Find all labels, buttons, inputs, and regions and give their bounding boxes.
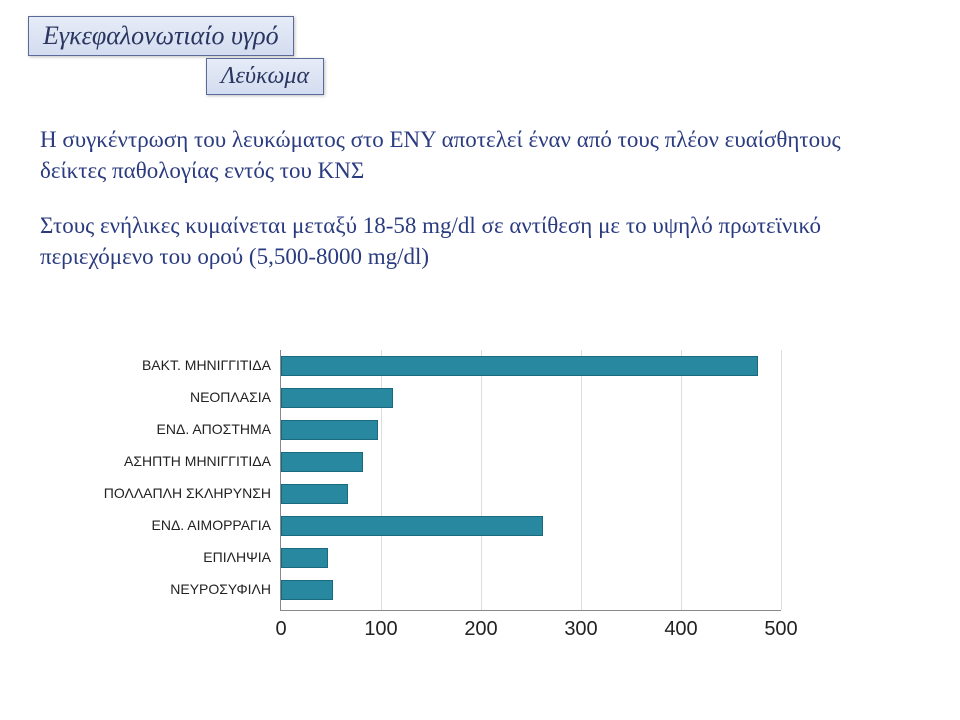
y-category-label: ΝΕΥΡΟΣΥΦΙΛΗ [170,581,271,597]
gridline [781,350,782,610]
x-tick-label: 200 [464,618,497,641]
bar [281,452,363,472]
paragraph-2-text: Στους ενήλικες κυμαίνεται μεταξύ 18-58 m… [40,213,821,269]
y-category-label: ΕΝΔ. ΑΙΜΟΡΡΑΓΙΑ [152,517,272,533]
y-category-label: ΕΝΔ. ΑΠΟΣΤΗΜΑ [157,421,271,437]
y-category-label: ΒΑΚΤ. ΜΗΝΙΓΓΙΤΙΔΑ [142,357,271,373]
slide: Εγκεφαλονωτιαίο υγρό Λεύκωμα Η συγκέντρω… [0,0,960,720]
title-sub-text: Λεύκωμα [221,63,309,89]
bar [281,516,543,536]
title-box-main: Εγκεφαλονωτιαίο υγρό [28,16,294,56]
bar [281,548,328,568]
protein-chart: 0 100 200 300 400 500 ΒΑΚΤ. ΜΗΝΙΓΓΙΤΙΔΑ ΝΕΟΠΛΑΣ… [80,340,800,690]
bar [281,388,393,408]
bar [281,356,758,376]
y-category-label: ΕΠΙΛΗΨΙΑ [203,549,271,565]
y-category-label: ΠΟΛΛΑΠΛΗ ΣΚΛΗΡΥΝΣΗ [104,485,271,501]
chart-plot-area: 0100200300400500ΒΑΚΤ. ΜΗΝΙΓΓΙΤΙΔΑΝΕΟΠΛΑΣ… [280,350,781,611]
gridline [681,350,682,610]
gridline [581,350,582,610]
bar [281,484,348,504]
y-category-label: ΝΕΟΠΛΑΣΙΑ [190,389,271,405]
title-box-sub: Λεύκωμα [206,58,324,95]
gridline [481,350,482,610]
paragraph-1: Η συγκέντρωση του λευκώματος στο ΕΝΥ απο… [40,124,910,186]
bar [281,420,378,440]
y-category-label: ΑΣΗΠΤΗ ΜΗΝΙΓΓΙΤΙΔΑ [124,453,271,469]
x-tick-label: 100 [364,618,397,641]
x-tick-label: 300 [564,618,597,641]
paragraph-1-text: Η συγκέντρωση του λευκώματος στο ΕΝΥ απο… [40,127,841,183]
x-tick-label: 0 [275,618,286,641]
bar [281,580,333,600]
paragraph-2: Στους ενήλικες κυμαίνεται μεταξύ 18-58 m… [40,210,910,272]
x-tick-label: 500 [764,618,797,641]
title-main-text: Εγκεφαλονωτιαίο υγρό [43,21,279,50]
x-tick-label: 400 [664,618,697,641]
